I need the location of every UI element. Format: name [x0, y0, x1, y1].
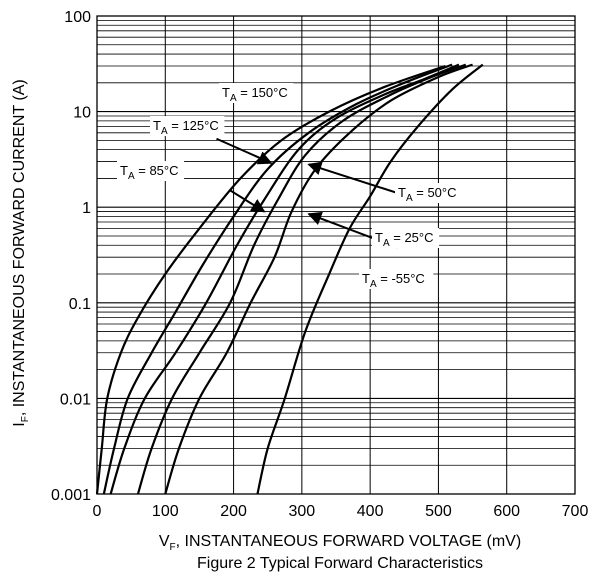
x-tick-label: 100: [152, 503, 179, 520]
y-tick-label: 10: [73, 105, 91, 122]
annotation-label: TA = 150°C: [222, 85, 288, 104]
y-axis-label-rest: , INSTANTANEOUS FORWARD CURRENT (A): [11, 79, 28, 416]
grid-layer: [96, 16, 576, 495]
y-tick-label: 0.01: [60, 391, 91, 408]
y-tick-label: 0.1: [69, 296, 91, 313]
x-tick-label: 500: [425, 503, 452, 520]
annotation-label-bg: [372, 228, 440, 248]
series-layer: [95, 63, 484, 495]
frame-layer: [96, 15, 576, 495]
y-tick-label: 100: [64, 9, 91, 26]
x-tick-label: 400: [357, 503, 384, 520]
x-axis-label-subscript: F: [170, 542, 176, 553]
annotation-label-bg: [117, 161, 185, 181]
series-line-1: [102, 63, 453, 495]
plot-frame: [96, 15, 576, 495]
x-axis-label-rest: , INSTANTANEOUS FORWARD VOLTAGE (mV): [176, 533, 522, 550]
y-tick-label: 1: [82, 200, 91, 217]
annotation-label: TA = 85°C: [120, 163, 179, 182]
x-tick-label: 0: [93, 503, 102, 520]
annotation-label: TA = -55°C: [362, 271, 425, 290]
figure-caption: Figure 2 Typical Forward Characteristics: [197, 555, 483, 572]
annotation-label-bg: [395, 183, 463, 203]
y-axis-label-prefix: I: [11, 422, 28, 426]
annotation-label: TA = 25°C: [375, 230, 434, 249]
annotation-layer: TA = 150°CTA = 125°C TA = 85°C TA = 50°C TA…: [117, 83, 463, 290]
y-tick-label: 0.001: [51, 487, 91, 504]
y-axis-label-subscript: F: [20, 416, 31, 422]
annotation-label-bg: [359, 269, 434, 289]
series-line-3: [136, 63, 467, 495]
annotation-label-bg: [150, 116, 225, 136]
series-line-2: [109, 63, 460, 495]
annotation-label: TA = 125°C: [153, 118, 219, 137]
x-tick-label: 700: [562, 503, 589, 520]
annotation-label-bg: [219, 83, 294, 103]
annotation-arrow: [216, 137, 273, 165]
x-axis-label-prefix: V: [159, 533, 170, 550]
y-tick-labels: 0.001 0.01 0.1 1 10 100: [51, 9, 91, 504]
x-tick-label: 200: [220, 503, 247, 520]
x-tick-label: 300: [289, 503, 316, 520]
annotation-arrow: [229, 189, 266, 213]
x-tick-labels: 0 100 200 300 400 500 600 700: [93, 503, 589, 520]
x-axis-label: VF, INSTANTANEOUS FORWARD VOLTAGE (mV): [159, 533, 521, 553]
series-line-4: [164, 63, 473, 495]
series-line-0: [95, 64, 446, 495]
x-tick-label: 600: [493, 503, 520, 520]
y-axis-label: IF, INSTANTANEOUS FORWARD CURRENT (A): [11, 79, 31, 426]
annotation-label: TA = 50°C: [398, 185, 457, 204]
